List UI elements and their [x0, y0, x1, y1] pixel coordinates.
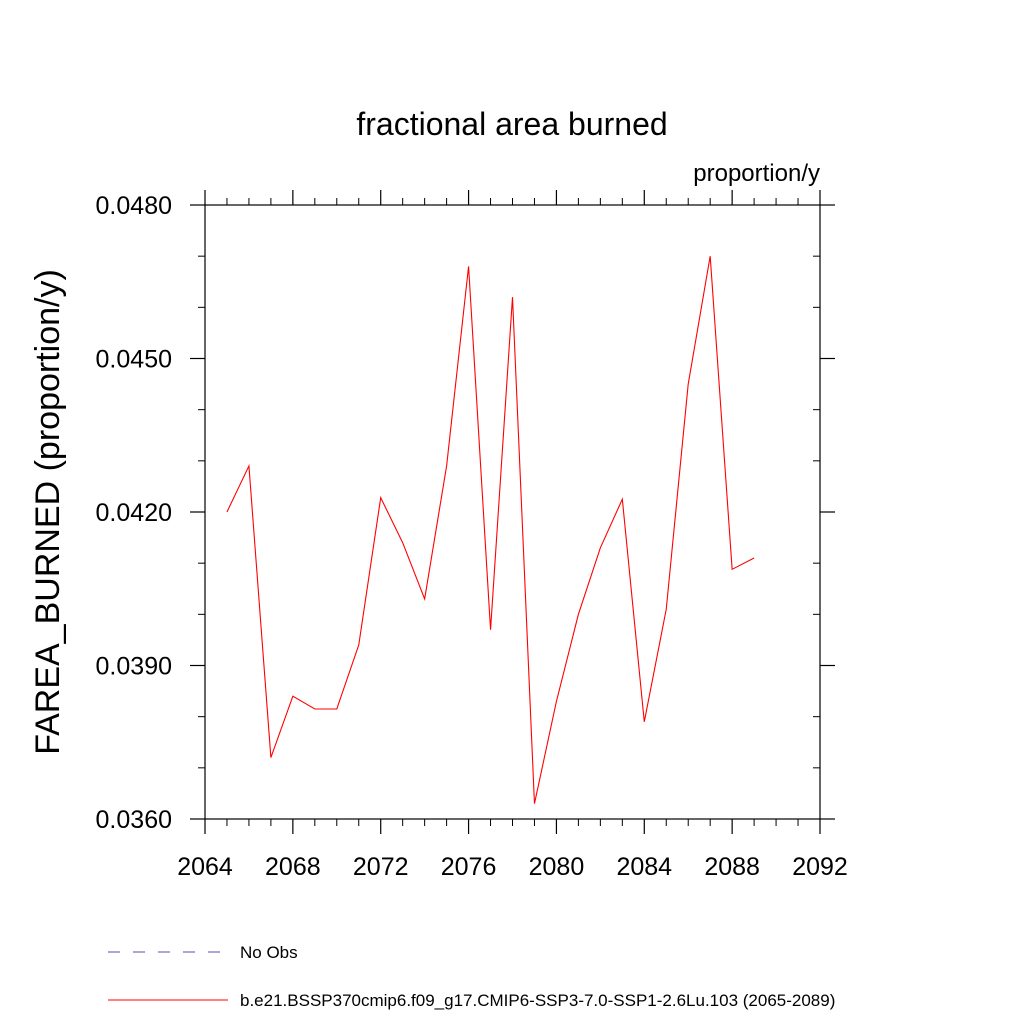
data-point	[555, 700, 557, 702]
data-point	[445, 465, 447, 467]
series-layer	[226, 255, 755, 804]
data-point	[709, 255, 711, 257]
data-point	[665, 608, 667, 610]
data-point	[687, 383, 689, 385]
data-point	[753, 557, 755, 559]
data-point	[292, 695, 294, 697]
data-point	[511, 296, 513, 298]
x-tick-label: 2084	[616, 853, 672, 881]
legend-label: b.e21.BSSP370cmip6.f09_g17.CMIP6-SSP3-7.…	[240, 991, 835, 1010]
x-tick-label: 2080	[529, 853, 585, 881]
y-tick-label: 0.0420	[96, 499, 172, 527]
data-point	[226, 511, 228, 513]
x-tick-label: 2076	[441, 853, 497, 881]
data-point	[489, 628, 491, 630]
data-point	[314, 708, 316, 710]
data-point	[467, 265, 469, 267]
data-point	[248, 465, 250, 467]
data-point	[358, 644, 360, 646]
data-point	[577, 613, 579, 615]
data-point	[643, 721, 645, 723]
data-point	[336, 708, 338, 710]
x-tick-label: 2088	[704, 853, 760, 881]
data-point	[599, 547, 601, 549]
data-point	[401, 542, 403, 544]
y-tick-label: 0.0390	[96, 653, 172, 681]
y-axis-title: FAREA_BURNED (proportion/y)	[29, 269, 67, 755]
data-point	[533, 802, 535, 804]
units-label: proportion/y	[693, 160, 820, 187]
y-tick-label: 0.0450	[96, 346, 172, 374]
x-tick-label: 2064	[177, 853, 233, 881]
legend-label: No Obs	[240, 943, 298, 962]
data-point	[621, 498, 623, 500]
x-tick-label: 2072	[353, 853, 409, 881]
series-line	[226, 256, 755, 804]
data-point	[731, 568, 733, 570]
y-tick-label: 0.0360	[96, 806, 172, 834]
legend: No Obs b.e21.BSSP370cmip6.f09_g17.CMIP6-S…	[108, 943, 835, 1010]
x-tick-label: 2068	[265, 853, 321, 881]
data-point	[380, 496, 382, 498]
x-axis: 2064 2068 2072 2076 2080 2084 2088 2092	[177, 190, 848, 881]
x-tick-label: 2092	[792, 853, 848, 881]
y-tick-label: 0.0480	[96, 192, 172, 220]
data-point	[423, 598, 425, 600]
chart-title: fractional area burned	[356, 106, 667, 142]
data-point	[270, 756, 272, 758]
y-axis: 0.0360 0.0390 0.0420 0.0450 0.0480	[96, 192, 835, 834]
